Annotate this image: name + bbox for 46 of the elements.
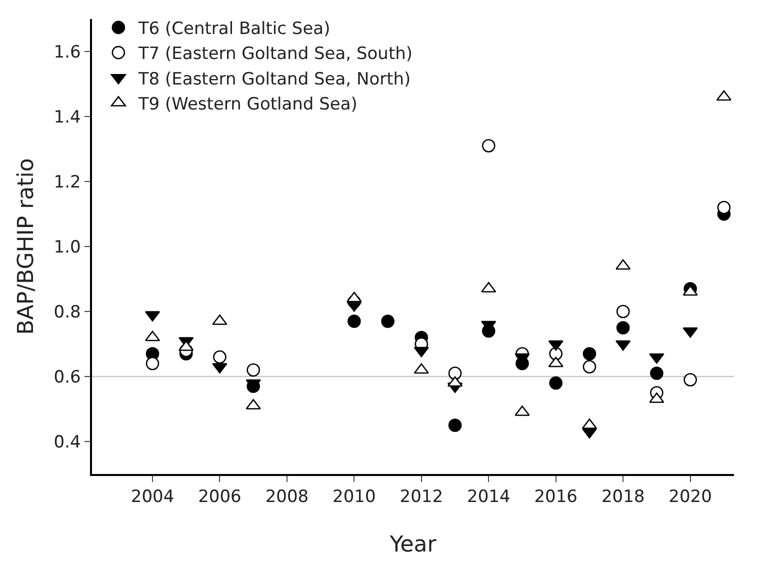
x-tick-label: 2018 [601,487,645,508]
point [348,314,361,328]
point [246,363,260,377]
point [616,340,631,351]
y-tick-label: 1.6 [54,42,81,62]
legend-label: T7 (Eastern Goltand Sea, South) [137,44,413,64]
point [482,139,496,152]
x-tick-label: 2014 [466,487,510,508]
y-tick-label: 1.0 [54,237,81,258]
x-tick-label: 2008 [265,487,309,508]
point [650,366,664,380]
point [616,304,630,318]
x-tick-label: 2012 [400,487,444,508]
y-tick-label: 1.2 [54,172,81,192]
x-tick-label: 2010 [332,487,376,508]
y-tick-label: 0.4 [54,432,81,452]
point [548,340,564,351]
x-tick-label: 2016 [534,487,578,508]
point [213,350,226,364]
legend-label: T6 (Central Baltic Sea) [137,19,330,40]
legend-label: T9 (Western Gotland Sea) [137,94,358,114]
point [448,366,462,380]
point [649,353,664,364]
y-tick-label: 0.8 [54,302,81,322]
y-axis-title: BAP/BGHIP ratio [14,158,40,335]
point [582,347,596,360]
point [414,346,429,358]
y-tick-label: 1.4 [54,107,81,128]
x-tick-label: 2006 [198,487,242,508]
x-tick-label: 2020 [668,487,712,508]
point [549,376,562,390]
point [381,314,394,328]
point [616,321,630,334]
point [717,200,731,214]
point [682,327,698,338]
x-axis-title: Year [388,532,438,558]
point [716,90,732,101]
legend-label: T8 (Eastern Goltand Sea, North) [137,69,411,90]
y-tick-label: 0.6 [54,367,81,388]
x-tick-label: 2004 [130,487,174,508]
point [616,259,631,270]
point [448,418,462,432]
point [582,360,596,374]
point [146,356,160,370]
point [684,373,697,386]
point [346,301,362,312]
